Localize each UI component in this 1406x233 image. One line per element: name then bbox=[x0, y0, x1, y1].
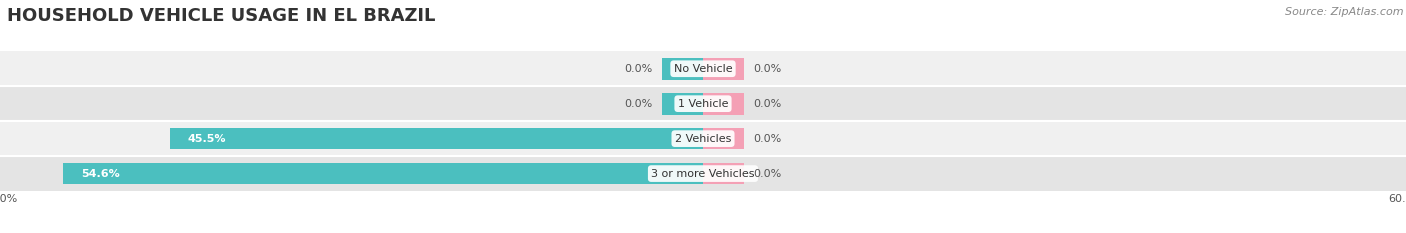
Text: No Vehicle: No Vehicle bbox=[673, 64, 733, 74]
Bar bbox=[662, 93, 703, 115]
Text: HOUSEHOLD VEHICLE USAGE IN EL BRAZIL: HOUSEHOLD VEHICLE USAGE IN EL BRAZIL bbox=[7, 7, 436, 25]
Bar bbox=[662, 58, 703, 80]
Bar bbox=[170, 128, 703, 150]
Text: 0.0%: 0.0% bbox=[624, 99, 652, 109]
Bar bbox=[703, 58, 744, 80]
Text: 0.0%: 0.0% bbox=[624, 64, 652, 74]
Text: 3 or more Vehicles: 3 or more Vehicles bbox=[651, 169, 755, 178]
Bar bbox=[0, 156, 1406, 191]
Text: 54.6%: 54.6% bbox=[82, 169, 120, 178]
Bar bbox=[703, 128, 744, 150]
Text: 0.0%: 0.0% bbox=[754, 134, 782, 144]
Bar bbox=[0, 51, 1406, 86]
Bar bbox=[0, 86, 1406, 121]
Text: 0.0%: 0.0% bbox=[754, 169, 782, 178]
Bar bbox=[703, 93, 744, 115]
Bar bbox=[703, 163, 744, 185]
Text: Source: ZipAtlas.com: Source: ZipAtlas.com bbox=[1285, 7, 1403, 17]
Bar bbox=[63, 163, 703, 185]
Bar bbox=[0, 121, 1406, 156]
Text: 2 Vehicles: 2 Vehicles bbox=[675, 134, 731, 144]
Text: 0.0%: 0.0% bbox=[754, 64, 782, 74]
Text: 1 Vehicle: 1 Vehicle bbox=[678, 99, 728, 109]
Text: 45.5%: 45.5% bbox=[187, 134, 226, 144]
Text: 0.0%: 0.0% bbox=[754, 99, 782, 109]
